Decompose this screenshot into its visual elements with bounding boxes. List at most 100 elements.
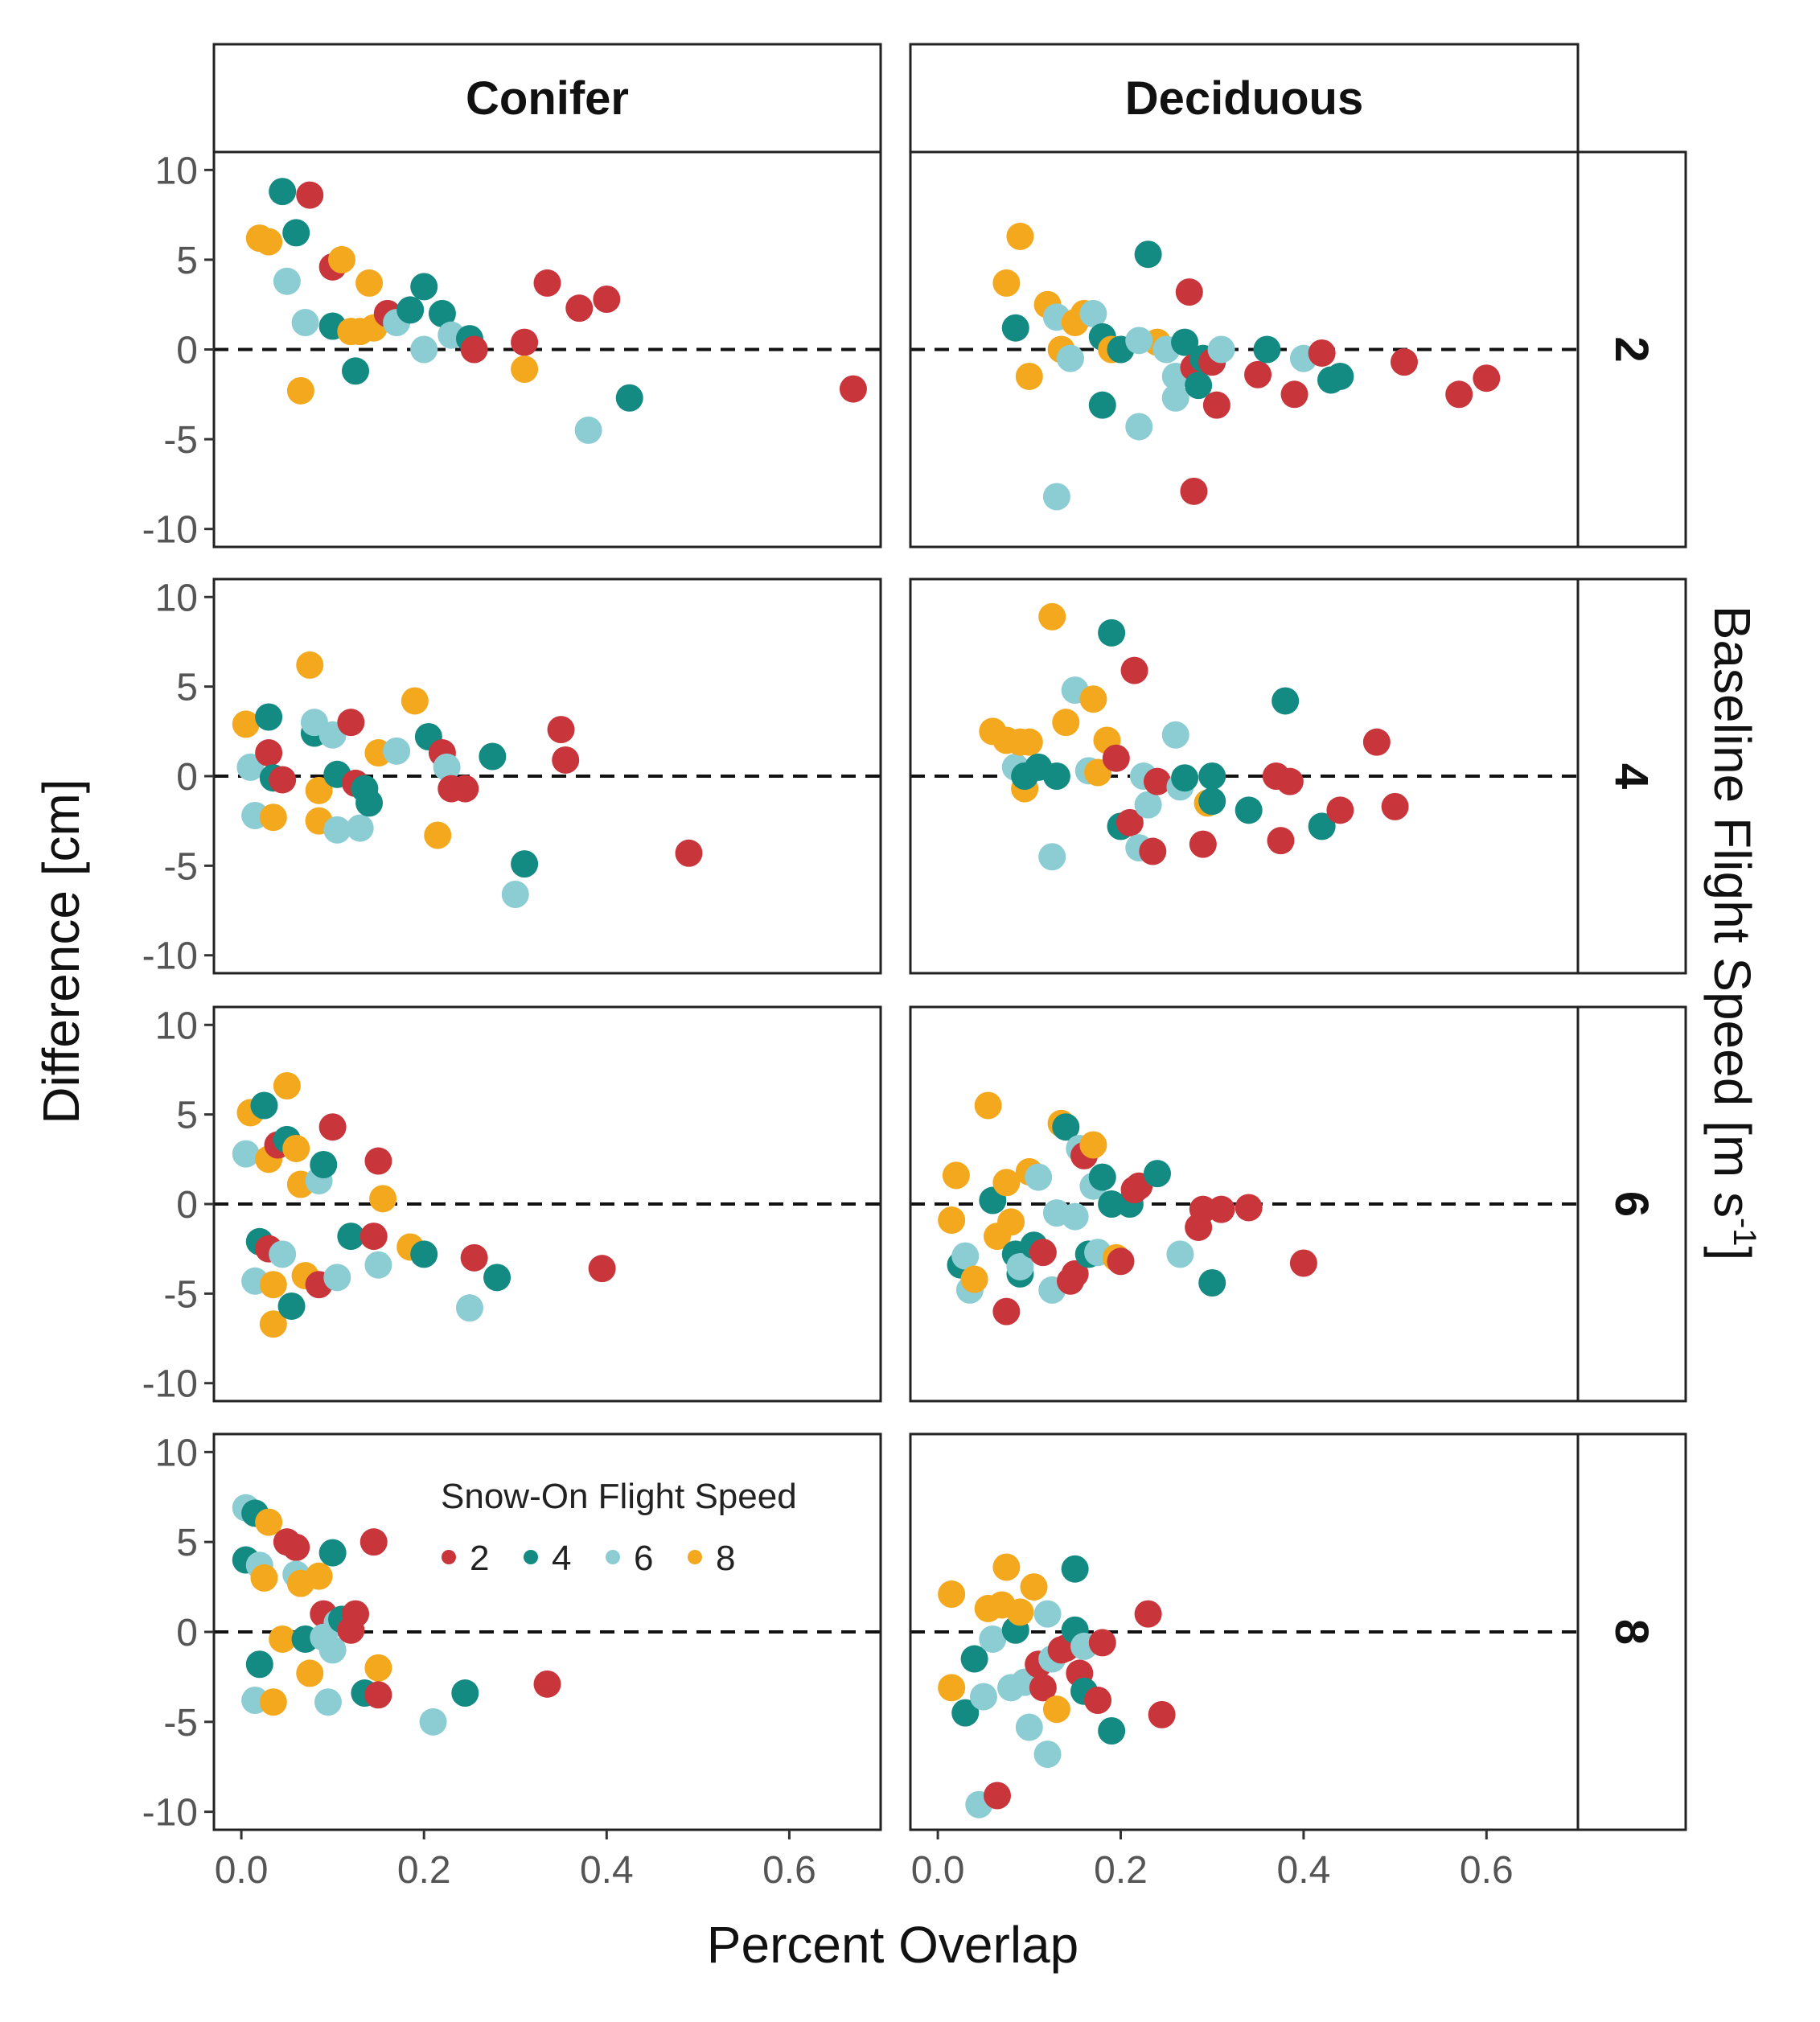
data-point	[451, 775, 479, 803]
data-point	[259, 1310, 287, 1338]
y-tick-label: -10	[142, 1363, 198, 1406]
x-tick-label: 0.4	[580, 1849, 634, 1892]
data-point	[1107, 1247, 1135, 1276]
data-point	[327, 245, 355, 273]
data-point	[364, 1147, 392, 1175]
data-point	[1276, 767, 1304, 795]
legend-label: 2	[470, 1539, 489, 1578]
y-tick-label: 0	[176, 1184, 198, 1227]
panel-deciduous-speed-2	[909, 150, 1580, 549]
data-point	[323, 1264, 351, 1292]
x-tick-label: 0.2	[397, 1849, 451, 1892]
data-point	[1001, 314, 1029, 342]
data-point	[1052, 709, 1080, 737]
facet-strip-deciduous	[909, 43, 1580, 154]
data-point	[1061, 1555, 1089, 1583]
data-point	[1088, 1163, 1116, 1191]
x-tick-label: 0.6	[762, 1849, 816, 1892]
data-point	[1148, 1700, 1176, 1728]
data-point	[314, 1688, 342, 1716]
data-point	[282, 1533, 310, 1561]
data-point	[455, 1294, 483, 1322]
legend-key-8	[688, 1550, 702, 1564]
data-point	[1134, 1600, 1162, 1628]
data-point	[364, 1654, 392, 1682]
data-point	[1171, 328, 1199, 356]
data-point	[428, 299, 456, 327]
data-point	[451, 1679, 479, 1708]
data-point	[1139, 837, 1167, 865]
panel-deciduous-speed-8	[909, 1432, 1580, 1831]
data-point	[346, 814, 374, 842]
data-point	[1033, 1600, 1062, 1628]
data-point	[291, 309, 319, 337]
data-point	[1061, 1260, 1089, 1288]
y-tick-label: -10	[142, 509, 198, 552]
data-point	[1061, 1202, 1089, 1231]
data-point	[951, 1242, 980, 1270]
data-point	[992, 1169, 1021, 1197]
data-point	[1134, 791, 1162, 819]
data-point	[1235, 796, 1263, 824]
data-point	[511, 328, 539, 356]
data-point	[483, 1264, 511, 1292]
y-tick-label: 0	[176, 1612, 198, 1654]
y-tick-label: 10	[155, 150, 198, 192]
y-tick-label: -5	[163, 845, 198, 888]
data-point	[359, 1528, 388, 1556]
legend-label: 8	[716, 1539, 735, 1578]
data-point	[255, 1508, 283, 1536]
facet-strip-speed-2	[1576, 150, 1687, 549]
facet-strip-label: Deciduous	[1125, 72, 1364, 125]
y-tick-label: -5	[163, 1702, 198, 1745]
data-point	[1038, 602, 1066, 631]
data-point	[277, 1292, 306, 1320]
data-point	[501, 881, 529, 908]
data-point	[1098, 619, 1126, 647]
data-point	[675, 839, 703, 867]
data-point	[1029, 1674, 1057, 1702]
data-point	[296, 1659, 324, 1687]
data-point	[1175, 278, 1203, 306]
data-point	[1198, 1269, 1226, 1297]
data-point	[533, 269, 561, 297]
data-point	[1084, 758, 1112, 787]
facet-strip-label: 6	[1605, 1191, 1658, 1217]
data-point	[1115, 808, 1144, 836]
data-point	[565, 294, 594, 323]
data-point	[1125, 413, 1153, 441]
data-point	[1189, 830, 1217, 858]
data-point	[269, 1240, 297, 1268]
data-point	[1390, 348, 1418, 376]
data-point	[359, 1223, 388, 1251]
data-point	[1025, 1163, 1053, 1191]
data-point	[1326, 796, 1354, 824]
data-point	[938, 1206, 966, 1235]
data-point	[460, 335, 488, 364]
data-point	[969, 1683, 997, 1711]
data-point	[259, 1271, 287, 1299]
data-point	[1056, 344, 1084, 372]
data-point	[1308, 812, 1336, 840]
y-tick-label: 5	[176, 1095, 198, 1137]
data-point	[245, 1650, 273, 1679]
y-tick-label: 5	[176, 1522, 198, 1564]
x-tick-label: 0.0	[911, 1849, 965, 1892]
data-point	[355, 789, 384, 817]
data-point	[1015, 362, 1043, 390]
facet-row-title-superscript: -1	[1727, 1218, 1762, 1247]
legend-entries: 2 4 6 8	[442, 1539, 735, 1578]
data-point	[1102, 744, 1130, 772]
data-point	[1272, 687, 1300, 715]
x-tick-label: 0.4	[1277, 1849, 1331, 1892]
data-point	[839, 375, 867, 403]
data-point	[305, 776, 333, 804]
data-point	[282, 219, 310, 247]
data-point	[1084, 1686, 1112, 1714]
data-point	[1120, 656, 1148, 684]
data-point	[1362, 728, 1391, 756]
data-point	[1180, 477, 1208, 505]
data-point	[992, 1297, 1021, 1325]
y-axis-title: Difference [cm]	[32, 779, 90, 1124]
panel-conifer-speed-6	[212, 1005, 882, 1403]
